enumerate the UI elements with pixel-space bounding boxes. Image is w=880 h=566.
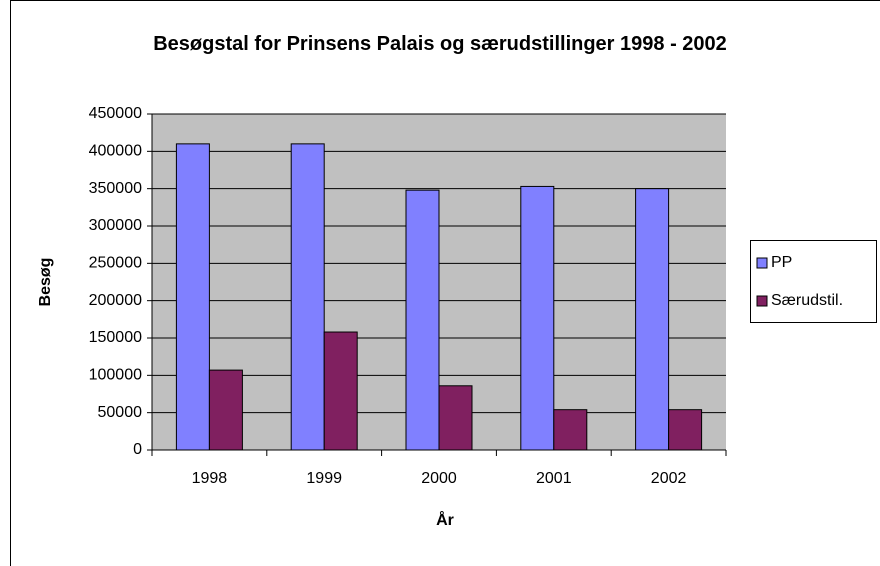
legend-label: PP [771,254,792,271]
y-tick-label: 400000 [89,143,142,160]
bar [520,185,555,451]
bar [405,189,440,451]
legend-swatch [756,257,768,269]
y-tick-label: 200000 [89,292,142,309]
x-tick-label: 2000 [421,470,457,487]
legend-swatch [756,295,768,307]
y-tick-label: 450000 [89,105,142,122]
bar [323,331,358,451]
y-tick-label: 250000 [89,255,142,272]
bar [668,409,703,451]
bar [290,143,325,451]
y-tick-label: 350000 [89,180,142,197]
bar [438,385,473,451]
x-axis-label: År [436,510,454,529]
x-tick-label: 2002 [651,470,687,487]
y-tick-label: 150000 [89,329,142,346]
x-tick-label: 2001 [536,470,572,487]
bar [208,369,243,451]
x-tick-label: 1998 [192,470,228,487]
chart-title: Besøgstal for Prinsens Palais og særudst… [153,33,727,55]
bar [553,409,588,451]
y-tick-label: 100000 [89,367,142,384]
y-tick-label: 300000 [89,217,142,234]
legend [750,240,877,323]
y-tick-label: 0 [133,441,142,458]
legend-label: Særudstil. [771,292,843,309]
y-axis-label: Besøg [37,258,54,307]
bar [175,143,210,451]
y-tick-label: 50000 [98,404,143,421]
bar [635,188,670,451]
x-tick-label: 1999 [306,470,342,487]
